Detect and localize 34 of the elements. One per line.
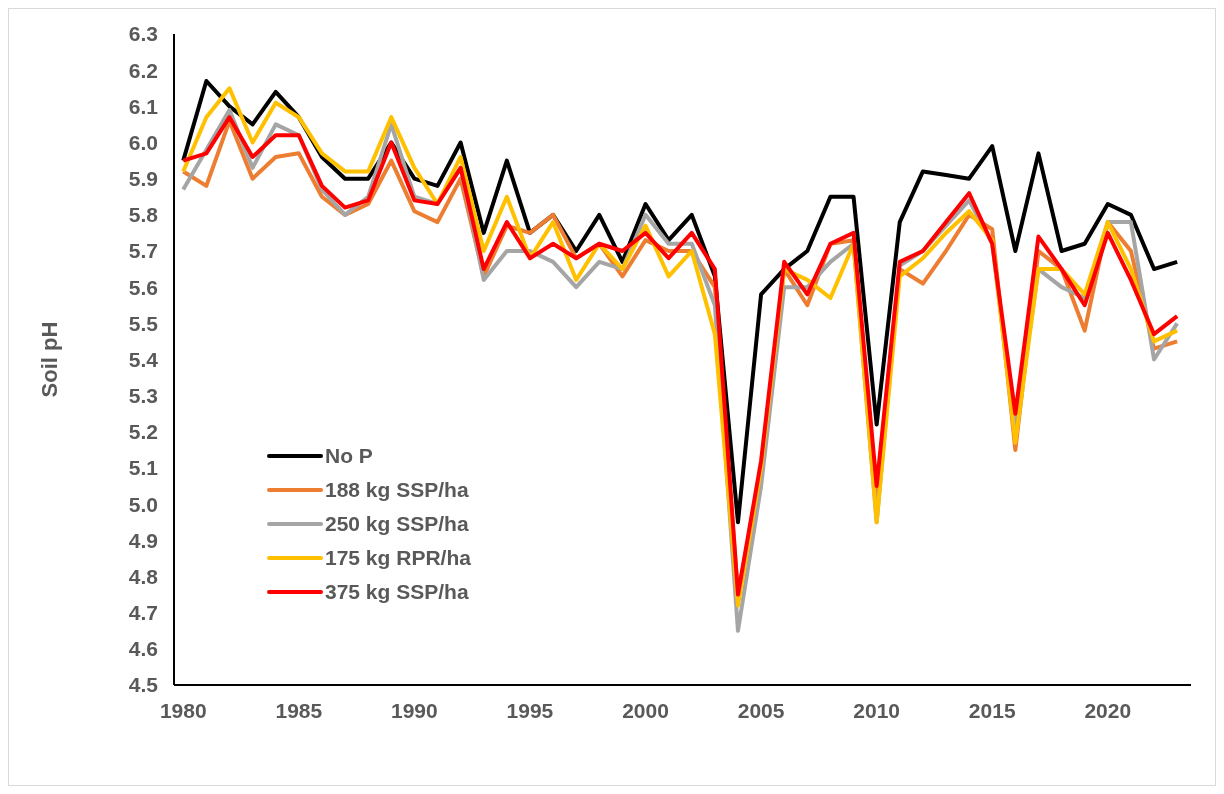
y-tick-label: 5.2 xyxy=(128,420,158,444)
y-tick-label: 5.5 xyxy=(128,311,159,335)
legend-label: 375 kg SSP/ha xyxy=(325,580,469,604)
y-tick-label: 5.1 xyxy=(128,456,159,480)
y-tick-label: 6.1 xyxy=(128,94,159,118)
x-tick-label: 1980 xyxy=(159,698,207,722)
x-tick-label: 2005 xyxy=(737,698,785,722)
y-tick-label: 4.7 xyxy=(128,601,158,625)
x-tick-label: 2015 xyxy=(968,698,1016,722)
x-tick-label: 1985 xyxy=(275,698,323,722)
y-tick-label: 4.8 xyxy=(128,564,159,588)
x-tick-label: 1990 xyxy=(391,698,438,722)
y-tick-label: 4.5 xyxy=(128,673,159,697)
legend-label: No P xyxy=(325,444,373,468)
x-tick-label: 2000 xyxy=(622,698,669,722)
y-tick-label: 5.9 xyxy=(128,167,158,191)
y-axis-title: Soil pH xyxy=(36,321,62,398)
y-tick-label: 5.0 xyxy=(128,492,158,516)
x-tick-label: 2010 xyxy=(853,698,901,722)
y-tick-label: 5.6 xyxy=(128,275,158,299)
y-tick-label: 4.9 xyxy=(128,528,158,552)
x-tick-label: 1995 xyxy=(506,698,554,722)
y-tick-label: 5.7 xyxy=(128,239,158,263)
legend-label: 188 kg SSP/ha xyxy=(325,478,469,502)
y-tick-label: 5.3 xyxy=(128,384,158,408)
y-tick-label: 6.2 xyxy=(128,58,158,82)
y-tick-label: 4.6 xyxy=(128,637,158,661)
x-tick-label: 2020 xyxy=(1084,698,1132,722)
y-tick-label: 5.4 xyxy=(128,347,159,371)
y-tick-label: 5.8 xyxy=(128,203,159,227)
y-tick-label: 6.3 xyxy=(128,22,158,46)
legend-label: 175 kg RPR/ha xyxy=(325,546,471,570)
legend-label: 250 kg SSP/ha xyxy=(325,512,469,536)
y-tick-label: 6.0 xyxy=(128,130,158,154)
